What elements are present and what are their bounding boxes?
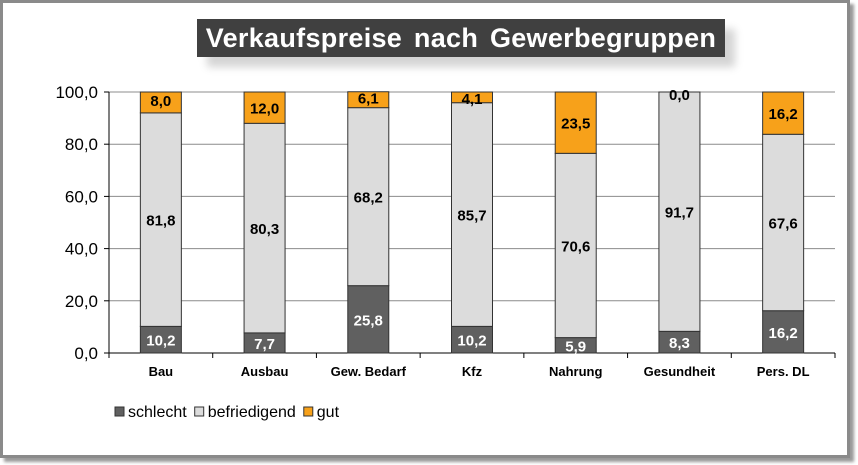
- legend-swatch-befriedigend: [194, 406, 205, 417]
- legend-label: befriedigend: [208, 404, 296, 421]
- bar-gut: [762, 91, 805, 135]
- y-tick-label: 60,0: [65, 187, 98, 206]
- data-label: 12,0: [250, 101, 279, 118]
- bar-gut: [554, 91, 597, 154]
- data-label: 25,8: [354, 312, 383, 329]
- data-label: 10,2: [457, 333, 486, 350]
- legend-label: gut: [317, 404, 340, 421]
- data-label: 16,2: [769, 106, 798, 123]
- bar-gut: [347, 91, 390, 109]
- bar-gut: [139, 91, 182, 114]
- y-tick-label: 40,0: [65, 240, 98, 259]
- data-label: 80,3: [250, 221, 279, 238]
- x-tick-label: Bau: [149, 364, 174, 379]
- x-tick-label: Nahrung: [549, 364, 603, 379]
- data-label: 5,9: [565, 338, 586, 355]
- data-label: 8,0: [150, 93, 171, 110]
- data-label: 81,8: [146, 213, 175, 230]
- data-label: 10,2: [146, 333, 175, 350]
- data-label: 70,6: [561, 238, 590, 255]
- data-label: 91,7: [665, 205, 694, 222]
- bar-befriedigend: [658, 91, 701, 332]
- bar-befriedigend: [762, 133, 805, 312]
- y-tick-label: 100,0: [55, 83, 98, 102]
- bar-schlecht: [139, 325, 182, 354]
- data-label: 4,1: [462, 91, 483, 108]
- y-tick-label: 0,0: [74, 344, 98, 363]
- data-label: 68,2: [354, 190, 383, 207]
- y-tick-label: 20,0: [65, 292, 98, 311]
- data-label: 7,7: [254, 336, 275, 353]
- bar-befriedigend: [243, 122, 286, 334]
- bar-schlecht: [762, 310, 805, 354]
- data-label: 16,2: [769, 325, 798, 342]
- legend-swatch-gut: [303, 406, 314, 417]
- data-label: 85,7: [457, 208, 486, 225]
- legend-label: schlecht: [128, 404, 187, 421]
- x-tick-label: Kfz: [462, 364, 483, 379]
- data-label: 0,0: [669, 87, 690, 104]
- chart-title: Verkaufspreise nach Gewerbegruppen: [197, 19, 725, 57]
- x-tick-label: Pers. DL: [757, 364, 810, 379]
- data-label: 6,1: [358, 91, 379, 108]
- x-tick-label: Gesundheit: [644, 364, 716, 379]
- bar-befriedigend: [347, 107, 390, 287]
- x-tick-label: Gew. Bedarf: [331, 364, 407, 379]
- bar-schlecht: [347, 285, 390, 354]
- x-tick-label: Ausbau: [241, 364, 289, 379]
- legend-swatch-schlecht: [114, 406, 125, 417]
- bar-befriedigend: [139, 112, 182, 327]
- data-label: 67,6: [769, 216, 798, 233]
- data-label: 23,5: [561, 116, 590, 133]
- data-label: 8,3: [669, 335, 690, 352]
- bar-gut: [243, 91, 286, 124]
- bar-gut: [451, 91, 493, 104]
- y-tick-label: 80,0: [65, 135, 98, 154]
